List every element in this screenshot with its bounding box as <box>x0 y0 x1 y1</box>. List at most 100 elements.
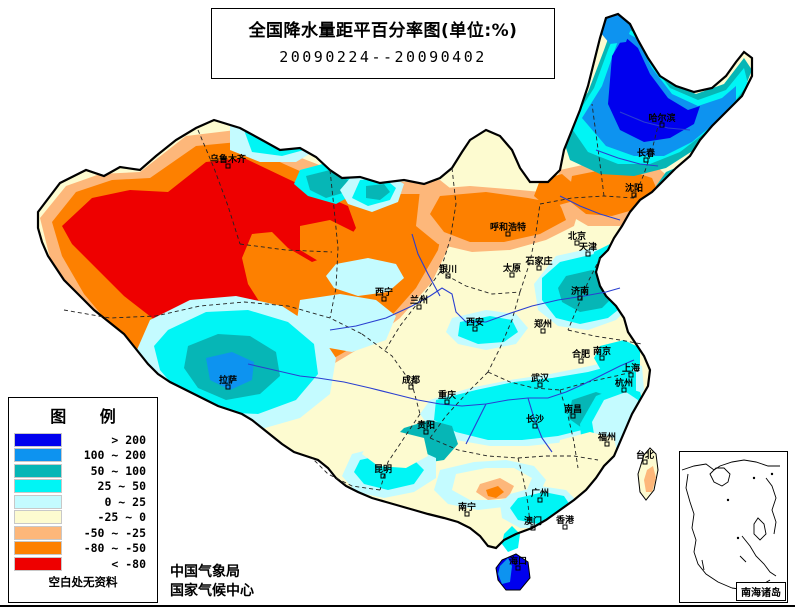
city-label: 福州 <box>597 431 616 443</box>
legend-label: -80 ~ -50 <box>83 541 146 556</box>
city-label: 南昌 <box>564 403 582 415</box>
city-dot-icon <box>562 524 568 530</box>
city-label: 合肥 <box>572 348 590 360</box>
city-marker: 兰州 <box>410 294 428 310</box>
south-china-sea-inset: 南海诸岛 <box>679 451 788 603</box>
city-dot-icon <box>515 565 521 571</box>
city-marker: 沈阳 <box>625 182 643 198</box>
city-dot-icon <box>537 497 543 503</box>
city-dot-icon <box>509 272 515 278</box>
city-dot-icon <box>585 251 591 257</box>
city-dot-icon <box>532 423 538 429</box>
city-marker: 贵阳 <box>417 419 435 435</box>
legend-label: -25 ~ 0 <box>97 510 146 525</box>
legend-row: -50 ~ -25 <box>14 525 152 541</box>
city-label: 兰州 <box>410 294 428 306</box>
city-label: 南京 <box>593 345 611 357</box>
city-dot-icon <box>578 358 584 364</box>
city-marker: 乌鲁木齐 <box>210 153 247 169</box>
city-dot-icon <box>642 459 648 465</box>
city-dot-icon <box>225 163 231 169</box>
city-dot-icon <box>472 326 478 332</box>
map-title-period: 20090224--20090402 <box>279 48 487 67</box>
legend-row: < -80 <box>14 556 152 572</box>
city-dot-icon <box>225 384 231 390</box>
city-marker: 昆明 <box>374 464 392 479</box>
city-marker: 香港 <box>555 514 575 530</box>
city-marker: 石家庄 <box>524 255 553 271</box>
city-marker: 北京 <box>568 230 586 246</box>
legend-swatch <box>14 541 62 556</box>
legend-note: 空白处无资料 <box>48 574 118 589</box>
map-title-main: 全国降水量距平百分率图(单位:%) <box>248 20 518 41</box>
city-marker: 杭州 <box>615 377 633 393</box>
city-dot-icon <box>530 525 536 531</box>
city-marker: 天津 <box>579 241 597 257</box>
inset-svg <box>681 459 780 591</box>
legend-row: -25 ~ 0 <box>14 510 152 526</box>
city-dot-icon <box>536 265 542 271</box>
national-border <box>36 12 754 550</box>
city-label: 太原 <box>502 262 521 274</box>
city-label: 长春 <box>637 147 656 159</box>
city-label: 呼和浩特 <box>490 221 526 233</box>
legend-swatch <box>14 556 62 571</box>
city-dot-icon <box>540 328 546 334</box>
legend-row: 100 ~ 200 <box>14 448 152 464</box>
city-dot-icon <box>505 231 511 237</box>
city-marker: 福州 <box>597 431 616 447</box>
city-dot-icon <box>599 355 605 361</box>
city-dot-icon <box>621 387 627 393</box>
city-marker: 南昌 <box>564 403 582 419</box>
city-dot-icon <box>445 273 451 279</box>
legend-heading: 图 例 <box>50 407 130 426</box>
city-dot-icon <box>659 122 665 128</box>
city-marker: 银川 <box>439 263 457 279</box>
city-marker: 台北 <box>636 449 654 465</box>
legend-swatch <box>14 510 62 525</box>
city-label: 拉萨 <box>219 374 237 386</box>
city-label: 广州 <box>531 487 549 499</box>
city-marker: 成都 <box>402 374 420 390</box>
city-marker: 南宁 <box>458 501 476 517</box>
city-marker: 合肥 <box>572 348 590 364</box>
city-label: 济南 <box>571 285 589 297</box>
legend-swatch <box>14 494 62 509</box>
city-label: 杭州 <box>615 377 633 389</box>
legend-swatch <box>14 479 62 494</box>
legend-row: 0 ~ 25 <box>14 494 152 510</box>
city-label: 西宁 <box>375 286 393 298</box>
rivers <box>247 111 691 453</box>
city-marker: 西宁 <box>375 286 393 302</box>
city-marker: 长沙 <box>526 413 544 429</box>
legend-row: 50 ~ 100 <box>14 463 152 479</box>
city-dot-icon <box>423 429 429 435</box>
legend-rows: > 200 100 ~ 200 50 ~ 100 25 ~ 50 0 ~ 25 -25 ~… <box>9 432 157 572</box>
legend-label: 25 ~ 50 <box>97 479 146 494</box>
city-marker: 太原 <box>502 262 521 278</box>
city-dot-icon <box>643 157 649 163</box>
legend-swatch <box>14 463 62 478</box>
city-dot-icon <box>631 192 637 198</box>
city-dot-icon <box>408 384 414 390</box>
credit-line-1: 中国气象局 <box>170 564 240 580</box>
city-label: 北京 <box>568 230 586 242</box>
city-marker: 广州 <box>531 487 549 503</box>
legend-label: 50 ~ 100 <box>90 463 146 478</box>
city-dot-icon <box>628 372 634 378</box>
city-dot-icon <box>416 304 422 310</box>
city-label: 沈阳 <box>625 182 643 194</box>
legend-label: > 200 <box>111 432 146 447</box>
city-label: 长沙 <box>526 413 544 425</box>
city-marker: 拉萨 <box>219 374 237 390</box>
legend-row: > 200 <box>14 432 152 448</box>
footer-rule <box>0 605 795 607</box>
city-dot-icon <box>444 399 450 405</box>
legend-row: -80 ~ -50 <box>14 541 152 557</box>
city-marker: 呼和浩特 <box>490 221 526 237</box>
city-dot-icon <box>577 295 583 301</box>
